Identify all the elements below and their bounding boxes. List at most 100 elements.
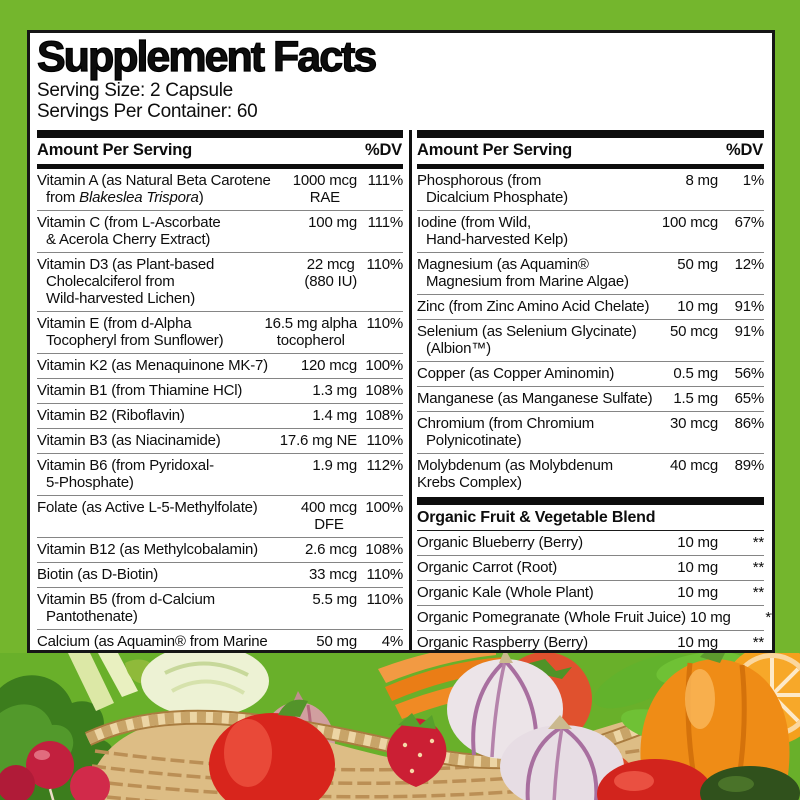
nutrient-dv: 108%: [365, 540, 403, 558]
nutrient-dv: 65%: [734, 389, 765, 407]
nutrient-name: Organic Carrot (Root): [417, 558, 558, 576]
nutrient-amount: 10 mg: [677, 533, 718, 551]
nutrient-amount: 1.4 mg: [312, 406, 357, 424]
nutrient-amount: 10 mg: [677, 633, 718, 651]
nutrient-amount: 10 mg: [677, 558, 718, 576]
nutrient-dv: 108%: [365, 406, 403, 424]
panel-title: Supplement Facts: [36, 33, 378, 81]
nutrient-dv: 108%: [365, 381, 403, 399]
left-column: Amount Per Serving %DV Vitamin A (as Nat…: [37, 129, 404, 650]
blend-header: Organic Fruit & Vegetable Blend: [417, 505, 764, 531]
serving-size-value: 2 Capsule: [150, 79, 233, 101]
nutrient-name: Vitamin B12 (as Methylcobalamin): [37, 540, 258, 558]
nutrient-name: Manganese (as Manganese Sulfate): [417, 389, 653, 407]
nutrient-name: Organic Pomegranate (Whole Fruit Juice): [417, 608, 686, 626]
servings-label: Servings Per Container:: [37, 101, 232, 123]
nutrient-name: Molybdenum (as Molybdenum Krebs Complex): [417, 456, 613, 491]
nutrient-row: Manganese (as Manganese Sulfate) 1.5 mg 65…: [417, 385, 765, 411]
nutrient-row: Organic Pomegranate (Whole Fruit Juice) 1…: [417, 604, 772, 630]
nutrient-row: Vitamin A (as Natural Beta Carotene from …: [37, 169, 403, 210]
strawberry-illustration: [386, 713, 447, 787]
nutrient-dv: 110%: [366, 565, 404, 583]
nutrient-amount: 22 mcg (880 IU): [304, 255, 357, 290]
right-nutrient-rows: Phosphorous (from Dicalcium Phosphate) 8 m…: [417, 169, 764, 495]
nutrient-name: Vitamin A (as Natural Beta Carotene from …: [37, 171, 271, 206]
nutrient-name: Chromium (from Chromium Polynicotinate): [417, 414, 595, 449]
left-column-header: Amount Per Serving %DV: [37, 138, 403, 163]
blend-section-bar: [417, 496, 764, 505]
nutrient-row: Vitamin B1 (from Thiamine HCl) 1.3 mg 108%: [37, 377, 403, 403]
nutrient-dv: **: [752, 558, 764, 576]
nutrient-name: Vitamin D3 (as Plant-based Cholecalcifero…: [37, 255, 215, 307]
nutrient-name: Vitamin B1 (from Thiamine HCl): [37, 381, 243, 399]
nutrient-dv: 56%: [734, 364, 765, 382]
nutrient-dv: 89%: [734, 456, 765, 474]
fennel-illustration: [141, 653, 269, 717]
nutrient-name: Vitamin C (from L-Ascorbate & Acerola Che…: [37, 213, 221, 248]
nutrient-dv: **: [752, 533, 764, 551]
nutrient-amount: 16.5 mg alpha tocopherol: [264, 314, 358, 349]
nutrient-name: Vitamin B3 (as Niacinamide): [37, 431, 221, 449]
nutrient-dv: 110%: [366, 431, 404, 449]
nutrient-row: Vitamin C (from L-Ascorbate & Acerola Che…: [37, 209, 404, 252]
nutrient-row: Vitamin B5 (from d-Calcium Pantothenate) 5…: [37, 586, 404, 629]
produce-photo: [0, 653, 800, 800]
nutrient-row: Vitamin K2 (as Menaquinone MK-7) 120 mcg 1…: [37, 352, 403, 378]
nutrient-name: Iodine (from Wild, Hand-harvested Kelp): [417, 213, 568, 248]
nutrient-amount: 10 mg: [677, 583, 718, 601]
nutrient-amount: 50 mg: [677, 255, 718, 273]
radish-illustration: [0, 741, 110, 800]
nutrient-amount: 1.3 mg: [312, 381, 357, 399]
nutrient-amount: 1.9 mg: [312, 456, 357, 474]
nutrient-name: Organic Raspberry (Berry): [417, 633, 588, 651]
nutrient-amount: 400 mcg DFE: [300, 498, 357, 533]
nutrient-row: Folate (as Active L-5-Methylfolate) 400 m…: [37, 494, 403, 537]
nutrient-row: Chromium (from Chromium Polynicotinate) 30…: [417, 410, 764, 453]
servings-value: 60: [236, 101, 258, 123]
serving-size-line: Serving Size: 2 Capsule: [37, 80, 764, 102]
nutrient-amount: 100 mcg: [661, 213, 718, 231]
nutrient-row: Vitamin B3 (as Niacinamide) 17.6 mg NE 110…: [37, 427, 404, 453]
nutrient-amount: 8 mg: [685, 171, 718, 189]
blend-rows: Organic Blueberry (Berry) 10 mg ** Organic …: [417, 531, 772, 651]
nutrient-row: Vitamin B6 (from Pyridoxal- 5-Phosphate) 1…: [37, 452, 403, 495]
nutrient-amount: 50 mg: [316, 632, 357, 650]
red-pepper-bottom-illustration: [597, 759, 713, 800]
nutrient-dv: 111%: [367, 213, 404, 231]
nutrient-dv: 1%: [742, 171, 764, 189]
nutrient-dv: 67%: [734, 213, 765, 231]
nutrient-dv: 110%: [366, 255, 404, 273]
nutrient-row: Vitamin B2 (Riboflavin) 1.4 mg 108%: [37, 402, 403, 428]
nutrient-row: Biotin (as D-Biotin) 33 mcg 110%: [37, 561, 404, 587]
nutrient-amount: 10 mg: [677, 297, 718, 315]
nutrient-name: Vitamin B6 (from Pyridoxal- 5-Phosphate): [37, 456, 214, 491]
nutrient-name: Phosphorous (from Dicalcium Phosphate): [417, 171, 568, 206]
nutrient-dv: 4%: [381, 632, 403, 650]
nutrient-amount: 120 mcg: [300, 356, 357, 374]
nutrient-dv: 111%: [367, 171, 404, 189]
section-bar: [417, 129, 764, 138]
nutrient-dv: 100%: [365, 356, 403, 374]
nutrient-row: Copper (as Copper Aminomin) 0.5 mg 56%: [417, 360, 765, 386]
amount-per-serving-label: Amount Per Serving: [37, 140, 193, 159]
nutrient-name: Biotin (as D-Biotin): [37, 565, 159, 583]
nutrient-row: Magnesium (as Aquamin® Magnesium from Mar…: [417, 251, 765, 294]
nutrient-row: Vitamin B12 (as Methylcobalamin) 2.6 mcg 1…: [37, 536, 403, 562]
nutrient-dv: 12%: [734, 255, 765, 273]
nutrient-name: Vitamin B5 (from d-Calcium Pantothenate): [37, 590, 215, 625]
nutrient-dv: 110%: [366, 314, 404, 332]
right-column-header: Amount Per Serving %DV: [417, 138, 764, 163]
section-bar: [37, 163, 403, 169]
nutrient-dv: 110%: [366, 590, 404, 608]
nutrient-amount: 100 mg: [308, 213, 357, 231]
nutrient-amount: 30 mcg: [670, 414, 718, 432]
column-divider: [409, 129, 412, 650]
nutrient-dv: **: [752, 583, 764, 601]
dv-label: %DV: [365, 140, 402, 159]
nutrient-row: Organic Kale (Whole Plant) 10 mg **: [417, 579, 764, 605]
nutrient-row: Organic Carrot (Root) 10 mg **: [417, 554, 764, 580]
nutrient-row: Phosphorous (from Dicalcium Phosphate) 8 m…: [417, 169, 764, 210]
nutrient-row: Selenium (as Selenium Glycinate) (Albion™…: [417, 318, 764, 361]
